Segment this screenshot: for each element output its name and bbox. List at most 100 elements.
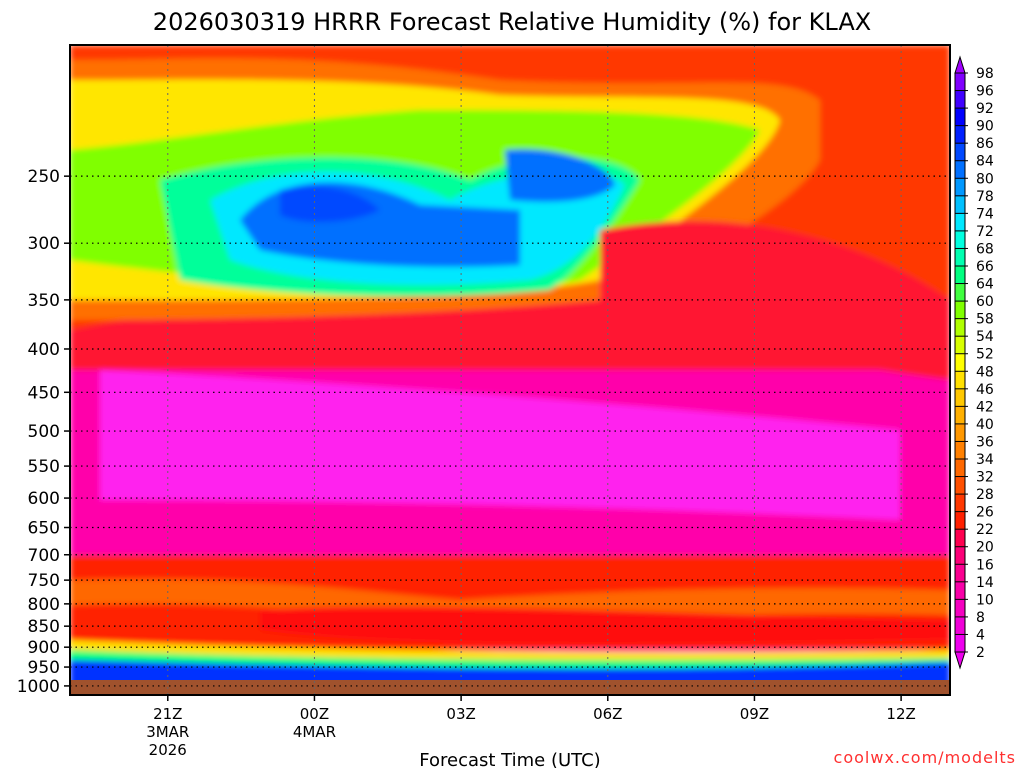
colorbar-label: 46	[976, 382, 994, 398]
colorbar-label: 74	[976, 206, 994, 222]
colorbar-band	[955, 599, 965, 618]
colorbar-label: 40	[976, 417, 994, 433]
colorbar-label: 84	[976, 154, 994, 170]
colorbar-band	[955, 459, 965, 478]
pressure-tick-label: 400	[28, 340, 60, 360]
pressure-tick-label: 800	[28, 595, 60, 615]
colorbar-label: 8	[976, 610, 985, 626]
field-blue-deep	[280, 186, 380, 222]
colorbar-label: 10	[976, 592, 994, 608]
time-tick-year: 2026	[149, 741, 187, 759]
time-tick-label: 06Z	[593, 705, 622, 723]
colorbar-band	[955, 318, 965, 337]
colorbar-label: 78	[976, 189, 994, 205]
ground-surface	[70, 680, 950, 695]
pressure-tick-label: 1000	[17, 677, 60, 697]
colorbar-band	[955, 90, 965, 109]
colorbar-band	[955, 125, 965, 144]
pressure-tick-label: 350	[28, 291, 60, 311]
field-lower-red-core	[260, 606, 950, 645]
colorbar-band	[955, 160, 965, 179]
time-tick-label: 21Z	[153, 705, 182, 723]
colorbar-label: 58	[976, 312, 994, 328]
colorbar-band	[955, 195, 965, 214]
colorbar-band	[955, 266, 965, 285]
colorbar-band	[955, 108, 965, 127]
colorbar-label: 42	[976, 399, 994, 415]
colorbar-label: 72	[976, 224, 994, 240]
colorbar-band	[955, 476, 965, 495]
colorbar-label: 2	[976, 645, 985, 661]
colorbar-label: 96	[976, 84, 994, 100]
time-gridlines	[167, 45, 902, 695]
colorbar-band	[955, 371, 965, 390]
colorbar-label: 48	[976, 364, 994, 380]
colorbar-band	[955, 564, 965, 583]
pressure-tick-label: 250	[28, 167, 60, 187]
colorbar-label: 26	[976, 505, 994, 521]
colorbar-label: 90	[976, 119, 994, 135]
pressure-tick-label: 950	[28, 658, 60, 678]
pressure-tick-label: 900	[28, 638, 60, 658]
humidity-colorbar: 2481014162022262832343640424648525458606…	[954, 55, 994, 670]
colorbar-label: 36	[976, 434, 994, 450]
pressure-tick-label: 450	[28, 383, 60, 403]
colorbar-band	[955, 616, 965, 635]
pressure-tick-label: 850	[28, 617, 60, 637]
colorbar-high-arrow	[954, 55, 966, 74]
colorbar-label: 32	[976, 470, 994, 486]
colorbar-band	[955, 230, 965, 249]
colorbar-band	[955, 178, 965, 197]
colorbar-label: 68	[976, 241, 994, 257]
time-tick-date: 4MAR	[293, 723, 336, 741]
colorbar-label: 66	[976, 259, 994, 275]
field-lower-orange-band	[70, 579, 950, 625]
pressure-tick-label: 300	[28, 234, 60, 254]
colorbar-label: 14	[976, 575, 994, 591]
colorbar-label: 64	[976, 277, 994, 293]
field-blue-core-2	[505, 149, 615, 202]
colorbar-band	[955, 283, 965, 302]
colorbar-label: 92	[976, 101, 994, 117]
colorbar-band	[955, 423, 965, 442]
pressure-tick-label: 500	[28, 422, 60, 442]
plot-area	[70, 45, 950, 695]
colorbar-band	[955, 388, 965, 407]
pressure-axis: 2503003504004505005506006507007508008509…	[17, 167, 70, 697]
colorbar-band	[955, 511, 965, 530]
colorbar-band	[955, 406, 965, 425]
colorbar-band	[955, 353, 965, 372]
colorbar-band	[955, 73, 965, 92]
humidity-field	[70, 45, 950, 695]
x-axis-label: Forecast Time (UTC)	[419, 750, 600, 768]
source-credit: coolwx.com/modelts	[834, 748, 1016, 767]
colorbar-band	[955, 581, 965, 600]
colorbar-label: 16	[976, 557, 994, 573]
time-tick-label: 09Z	[740, 705, 769, 723]
time-tick-label: 00Z	[300, 705, 329, 723]
time-tick-label: 03Z	[446, 705, 475, 723]
colorbar-label: 28	[976, 487, 994, 503]
colorbar-band	[955, 546, 965, 565]
time-tick-label: 12Z	[886, 705, 915, 723]
plot-frame	[69, 44, 951, 696]
colorbar-band	[955, 301, 965, 320]
colorbar-label: 86	[976, 136, 994, 152]
colorbar-band	[955, 634, 965, 653]
pressure-tick-label: 600	[28, 489, 60, 509]
colorbar-band	[955, 143, 965, 162]
colorbar-band	[955, 441, 965, 460]
pressure-tick-label: 650	[28, 519, 60, 539]
colorbar-label: 52	[976, 347, 994, 363]
pressure-tick-label: 750	[28, 571, 60, 591]
pressure-tick-label: 550	[28, 457, 60, 477]
pressure-tick-label: 700	[28, 546, 60, 566]
colorbar-band	[955, 494, 965, 513]
field-magenta-dry-core	[100, 370, 900, 520]
colorbar-label: 22	[976, 522, 994, 538]
colorbar-label: 20	[976, 540, 994, 556]
colorbar-band	[955, 529, 965, 548]
pressure-gridlines	[70, 175, 950, 687]
time-tick-date: 3MAR	[146, 723, 189, 741]
